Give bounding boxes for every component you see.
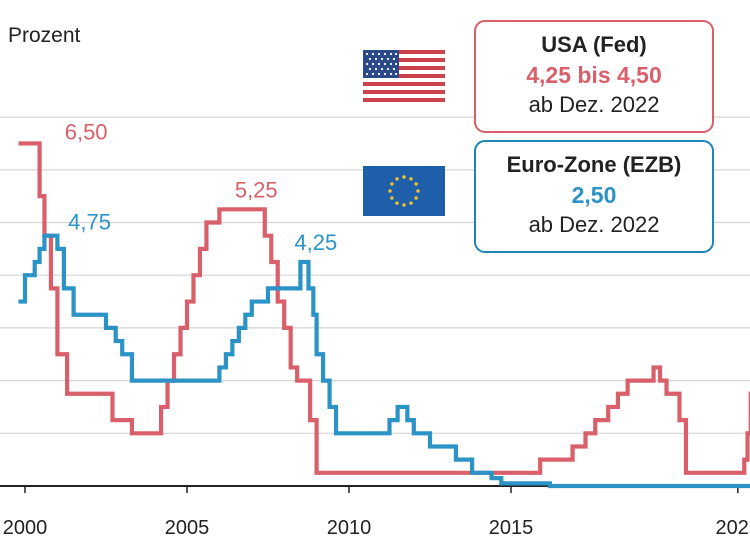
data-label: 4,75	[68, 210, 111, 235]
eurozone-legend-since: ab Dez. 2022	[528, 212, 660, 237]
us-flag-icon	[363, 50, 445, 102]
usa-legend-since: ab Dez. 2022	[528, 92, 660, 117]
eurozone-legend-value: 2,50	[571, 182, 617, 208]
x-tick-label: 2000	[3, 517, 48, 539]
eurozone-legend-title: Euro-Zone (EZB)	[506, 152, 682, 177]
usa-legend-box: USA (Fed) 4,25 bis 4,50 ab Dez. 2022	[474, 20, 714, 133]
x-tick-label: 2005	[165, 517, 210, 539]
usa-legend-title: USA (Fed)	[541, 32, 647, 57]
data-label: 5,25	[235, 177, 278, 202]
unit-label: Prozent	[8, 24, 81, 47]
data-label: 4,25	[294, 230, 337, 255]
eu-flag-icon	[363, 166, 445, 216]
x-tick-label: 2022	[716, 517, 750, 539]
series-line-eurozone	[18, 233, 750, 489]
usa-legend-value: 4,25 bis 4,50	[526, 62, 662, 88]
series-line-usa	[18, 141, 750, 475]
data-label: 6,50	[65, 119, 108, 144]
x-tick-label: 2010	[327, 517, 372, 539]
eurozone-legend-box: Euro-Zone (EZB) 2,50 ab Dez. 2022	[474, 140, 714, 253]
x-tick-label: 2015	[489, 517, 534, 539]
